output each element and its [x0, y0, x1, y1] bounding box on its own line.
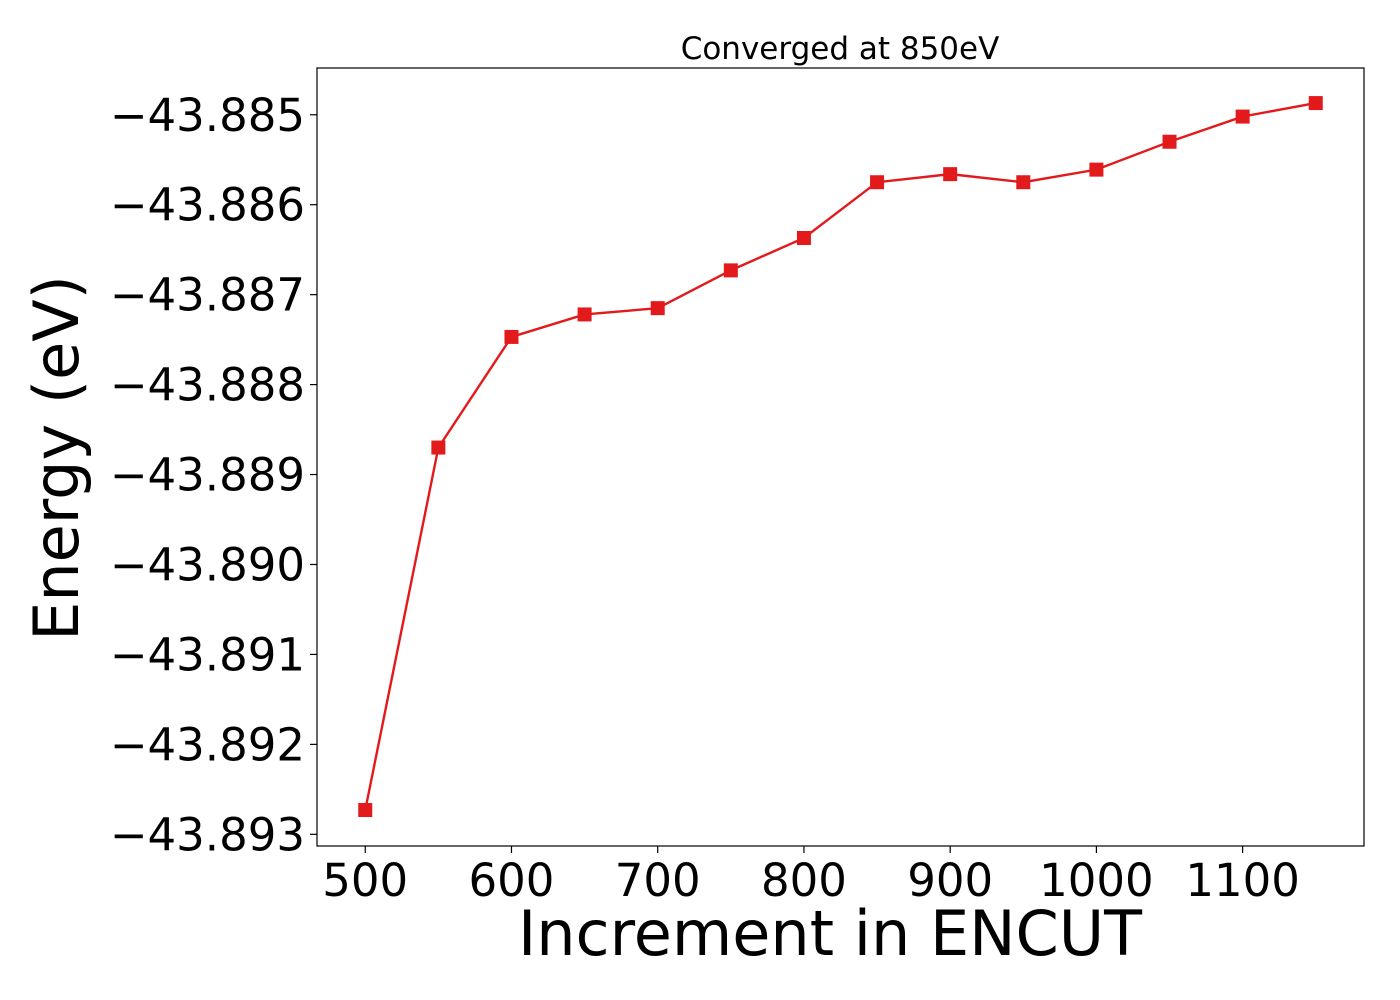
- x-tick-label: 500: [322, 854, 408, 907]
- data-point-marker: [870, 175, 885, 190]
- x-tick-label: 1100: [1185, 854, 1300, 907]
- series-line: [364, 101, 1316, 811]
- data-point-marker: [943, 167, 958, 182]
- data-point-marker: [431, 440, 446, 455]
- x-tick-label: 600: [469, 854, 555, 907]
- y-tick-label: −43.891: [110, 628, 305, 681]
- data-point-marker: [358, 803, 373, 818]
- data-point-marker: [1016, 175, 1031, 190]
- y-axis: −43.885 −43.886 −43.887 −43.888 −43.889 −43.8…: [110, 89, 317, 861]
- x-tick-label: 900: [907, 854, 993, 907]
- y-tick-label: −43.892: [110, 718, 305, 771]
- y-tick-label: −43.893: [110, 808, 305, 861]
- y-axis-label: Energy (eV): [20, 275, 93, 641]
- x-tick-label: 800: [761, 854, 847, 907]
- y-tick-label: −43.886: [110, 179, 305, 232]
- data-point-marker: [504, 329, 519, 344]
- x-axis: 500 600 700 800 900 1000 1100: [322, 846, 1300, 907]
- x-tick-label: 1000: [1039, 854, 1154, 907]
- x-tick-label: 700: [615, 854, 701, 907]
- plot-frame: [316, 67, 1365, 847]
- y-tick-label: −43.885: [110, 89, 305, 142]
- data-point-marker: [1235, 109, 1250, 124]
- y-tick-label: −43.890: [110, 538, 305, 591]
- data-point-marker: [1162, 134, 1177, 149]
- y-tick-label: −43.887: [110, 269, 305, 322]
- chart-title: Converged at 850eV: [681, 31, 1000, 67]
- y-tick-label: −43.889: [110, 449, 305, 502]
- data-point-marker: [1308, 96, 1323, 111]
- data-point-marker: [796, 230, 811, 245]
- x-axis-label: Increment in ENCUT: [518, 897, 1143, 970]
- y-tick-label: −43.888: [110, 359, 305, 412]
- data-point-marker: [650, 301, 665, 316]
- data-point-marker: [723, 263, 738, 278]
- series-layer: [358, 96, 1323, 818]
- data-point-marker: [1089, 162, 1104, 177]
- data-point-marker: [577, 307, 592, 322]
